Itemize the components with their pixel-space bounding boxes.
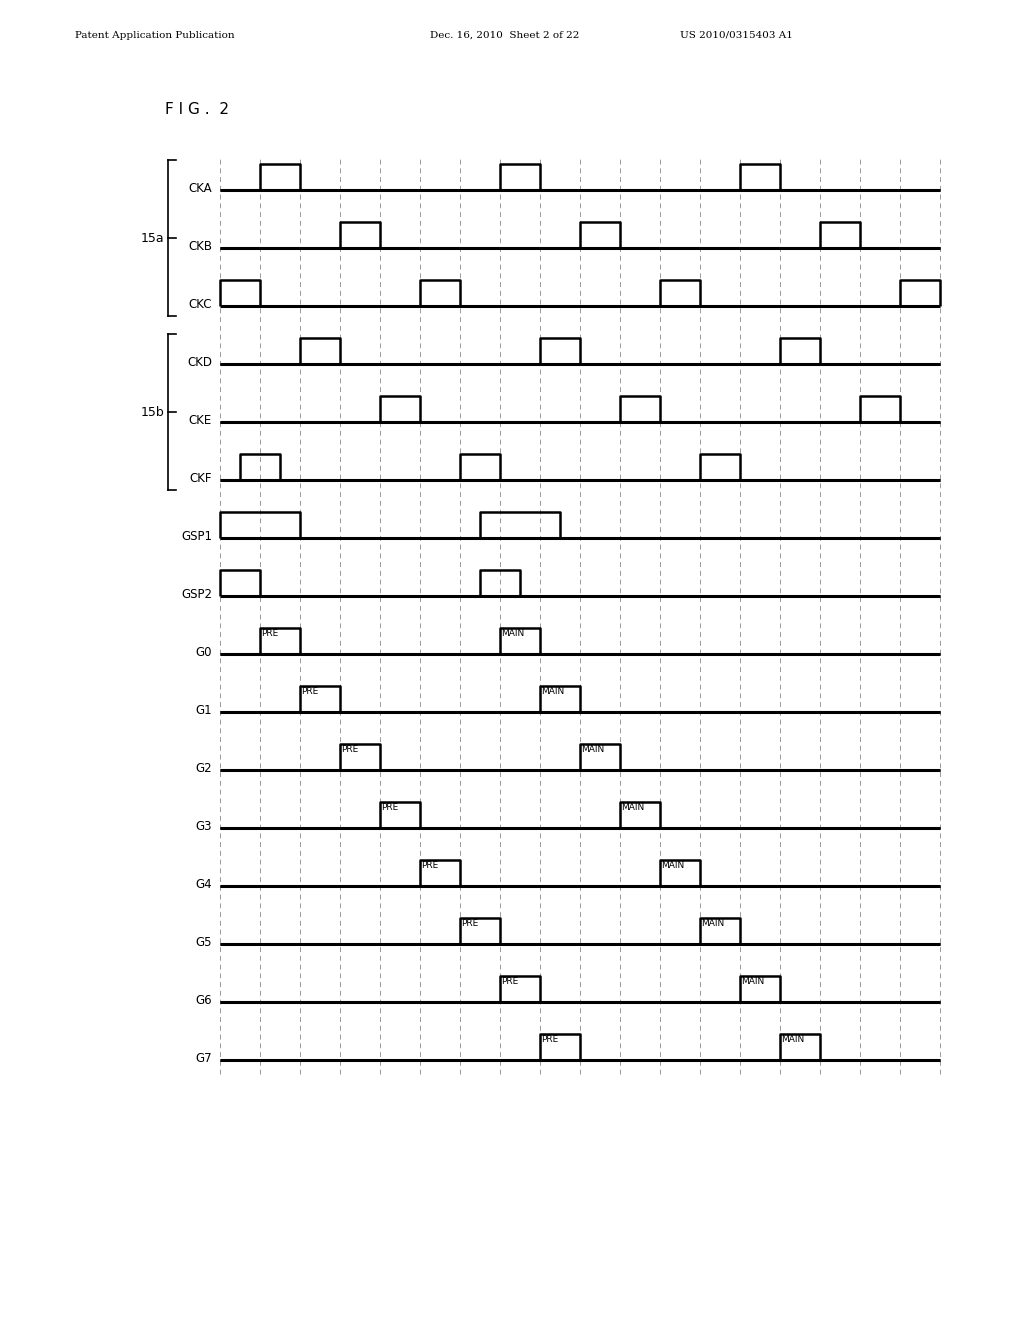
Text: CKB: CKB xyxy=(188,239,212,252)
Text: G0: G0 xyxy=(196,645,212,659)
Text: MAIN: MAIN xyxy=(781,1035,804,1044)
Text: GSP1: GSP1 xyxy=(181,529,212,543)
Text: MAIN: MAIN xyxy=(541,686,564,696)
Text: 15b: 15b xyxy=(140,405,164,418)
Text: F I G .  2: F I G . 2 xyxy=(165,103,229,117)
Text: G1: G1 xyxy=(196,704,212,717)
Text: PRE: PRE xyxy=(541,1035,558,1044)
Text: PRE: PRE xyxy=(261,630,279,638)
Text: CKE: CKE xyxy=(188,413,212,426)
Text: PRE: PRE xyxy=(341,744,358,754)
Text: Dec. 16, 2010  Sheet 2 of 22: Dec. 16, 2010 Sheet 2 of 22 xyxy=(430,30,580,40)
Text: G3: G3 xyxy=(196,820,212,833)
Text: G5: G5 xyxy=(196,936,212,949)
Text: MAIN: MAIN xyxy=(662,861,684,870)
Text: US 2010/0315403 A1: US 2010/0315403 A1 xyxy=(680,30,793,40)
Text: G4: G4 xyxy=(196,878,212,891)
Text: MAIN: MAIN xyxy=(701,919,724,928)
Text: PRE: PRE xyxy=(461,919,478,928)
Text: CKC: CKC xyxy=(188,297,212,310)
Text: CKF: CKF xyxy=(189,471,212,484)
Text: PRE: PRE xyxy=(421,861,438,870)
Text: MAIN: MAIN xyxy=(581,744,604,754)
Text: G2: G2 xyxy=(196,762,212,775)
Text: Patent Application Publication: Patent Application Publication xyxy=(75,30,234,40)
Text: MAIN: MAIN xyxy=(741,977,764,986)
Text: PRE: PRE xyxy=(381,803,398,812)
Text: PRE: PRE xyxy=(501,977,518,986)
Text: 15a: 15a xyxy=(140,231,164,244)
Text: G7: G7 xyxy=(196,1052,212,1064)
Text: PRE: PRE xyxy=(301,686,318,696)
Text: GSP2: GSP2 xyxy=(181,587,212,601)
Text: G6: G6 xyxy=(196,994,212,1006)
Text: CKD: CKD xyxy=(187,355,212,368)
Text: CKA: CKA xyxy=(188,181,212,194)
Text: MAIN: MAIN xyxy=(621,803,644,812)
Text: MAIN: MAIN xyxy=(501,630,524,638)
